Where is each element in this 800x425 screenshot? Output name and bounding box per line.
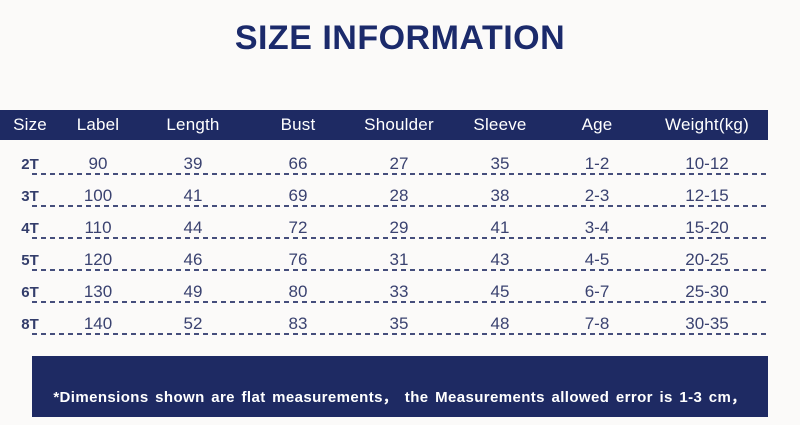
col-header-age: Age [581, 115, 613, 134]
cell-label: 130 [83, 282, 113, 301]
cell-label: 90 [88, 154, 108, 173]
row-divider [32, 173, 768, 175]
cell-label: 120 [83, 250, 113, 269]
cell-label: 140 [83, 314, 113, 333]
cell-shoulder: 33 [389, 282, 409, 301]
cell-bust: 69 [288, 186, 308, 205]
cell-weight: 25-30 [685, 282, 729, 301]
cell-sleeve: 45 [490, 282, 510, 301]
col-header-weight: Weight(kg) [665, 115, 749, 134]
cell-age: 6-7 [584, 282, 610, 301]
cell-shoulder: 31 [389, 250, 409, 269]
col-header-shoulder: Shoulder [364, 115, 434, 134]
cell-age: 7-8 [584, 314, 610, 333]
cell-label: 100 [83, 186, 113, 205]
cell-shoulder: 27 [389, 154, 409, 173]
cell-bust: 83 [288, 314, 308, 333]
cell-bust: 72 [288, 218, 308, 237]
cell-weight: 30-35 [685, 314, 729, 333]
col-header-sleeve: Sleeve [473, 115, 527, 134]
cell-sleeve: 43 [490, 250, 510, 269]
cell-size: 8T [21, 315, 39, 333]
cell-size: 5T [21, 251, 39, 269]
cell-bust: 76 [288, 250, 308, 269]
cell-age: 1-2 [584, 154, 610, 173]
cell-shoulder: 35 [389, 314, 409, 333]
cell-sleeve: 48 [490, 314, 510, 333]
cell-length: 49 [183, 282, 203, 301]
cell-size: 3T [21, 187, 39, 205]
col-header-length: Length [166, 115, 220, 134]
table-row-8t: 8T 140 52 83 35 48 7-8 30-35 [0, 308, 768, 340]
cell-age: 3-4 [584, 218, 610, 237]
cell-label: 110 [84, 218, 112, 237]
page-title: SIZE INFORMATION [234, 19, 566, 57]
cell-length: 39 [183, 154, 203, 173]
row-divider [32, 301, 768, 303]
cell-size: 4T [21, 219, 39, 237]
table-body: 2T 90 39 66 27 35 1-2 10-12 3T 100 41 69… [0, 148, 768, 340]
row-divider [32, 205, 768, 207]
cell-weight: 12-15 [685, 186, 729, 205]
cell-length: 44 [183, 218, 203, 237]
table-row-2t: 2T 90 39 66 27 35 1-2 10-12 [0, 148, 768, 180]
cell-length: 52 [183, 314, 203, 333]
cell-size: 2T [21, 155, 39, 173]
footnote-text: *Dimensions shown are flat measurements，… [53, 389, 747, 406]
table-row-3t: 3T 100 41 69 28 38 2-3 12-15 [0, 180, 768, 212]
cell-length: 41 [183, 186, 203, 205]
row-divider [32, 269, 768, 271]
cell-shoulder: 29 [389, 218, 409, 237]
cell-shoulder: 28 [389, 186, 409, 205]
footnote-bar: *Dimensions shown are flat measurements，… [32, 356, 768, 417]
cell-weight: 20-25 [685, 250, 729, 269]
col-header-bust: Bust [280, 115, 316, 134]
table-row-4t: 4T 110 44 72 29 41 3-4 15-20 [0, 212, 768, 244]
cell-age: 2-3 [584, 186, 610, 205]
row-divider [32, 237, 768, 239]
cell-bust: 80 [288, 282, 308, 301]
cell-bust: 66 [288, 154, 308, 173]
cell-size: 6T [21, 283, 39, 301]
cell-age: 4-5 [584, 250, 610, 269]
cell-weight: 10-12 [685, 154, 729, 173]
cell-sleeve: 38 [490, 186, 510, 205]
cell-sleeve: 35 [490, 154, 510, 173]
table-header-row: Size Label Length Bust Shoulder Sleeve A… [0, 110, 768, 140]
row-divider [32, 333, 768, 335]
table-row-6t: 6T 130 49 80 33 45 6-7 25-30 [0, 276, 768, 308]
cell-sleeve: 41 [490, 218, 510, 237]
cell-length: 46 [183, 250, 203, 269]
table-row-5t: 5T 120 46 76 31 43 4-5 20-25 [0, 244, 768, 276]
col-header-label: Label [76, 115, 120, 134]
col-header-size: Size [13, 115, 47, 134]
cell-weight: 15-20 [685, 218, 729, 237]
